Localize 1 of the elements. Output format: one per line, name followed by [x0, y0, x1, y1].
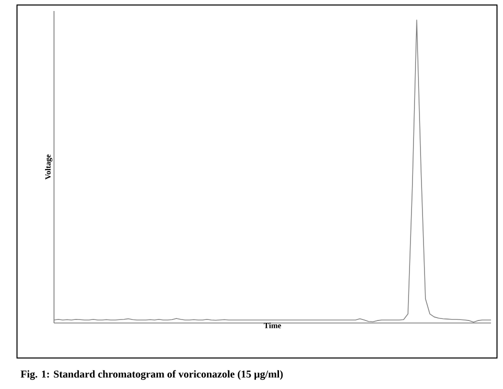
text: Fig. 1: Standard chromatogram of voriconazole (15 µg/ml)	[20, 370, 283, 380]
